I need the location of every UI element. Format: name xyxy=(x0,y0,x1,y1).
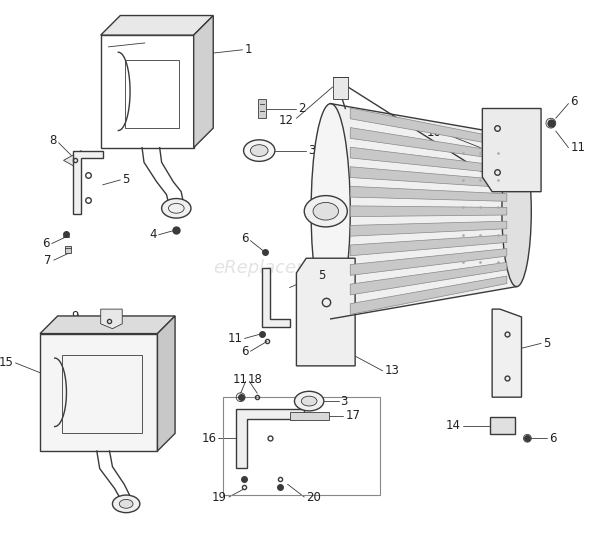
Text: 18: 18 xyxy=(247,373,263,386)
Ellipse shape xyxy=(502,136,531,287)
Polygon shape xyxy=(194,16,213,148)
Text: 8: 8 xyxy=(50,134,57,147)
Text: 6: 6 xyxy=(42,237,50,250)
Text: 14: 14 xyxy=(446,419,461,432)
Text: 4: 4 xyxy=(149,228,157,241)
Bar xyxy=(223,397,379,495)
Polygon shape xyxy=(350,147,507,174)
Polygon shape xyxy=(40,316,175,333)
Text: 6: 6 xyxy=(549,432,556,445)
Text: 7: 7 xyxy=(44,253,52,267)
Text: 2: 2 xyxy=(299,102,306,115)
Polygon shape xyxy=(490,417,514,434)
Text: 3: 3 xyxy=(340,395,348,408)
Ellipse shape xyxy=(250,144,268,156)
Text: 6: 6 xyxy=(241,345,248,358)
Text: 1: 1 xyxy=(245,43,252,56)
Polygon shape xyxy=(330,104,517,319)
Text: 3: 3 xyxy=(308,144,316,157)
Text: eReplacementParts: eReplacementParts xyxy=(214,259,389,277)
Ellipse shape xyxy=(313,202,339,220)
Text: 11: 11 xyxy=(228,332,242,345)
Polygon shape xyxy=(262,268,290,326)
Polygon shape xyxy=(350,206,507,216)
Text: 12: 12 xyxy=(278,114,293,127)
Text: 17: 17 xyxy=(345,409,360,422)
Ellipse shape xyxy=(311,104,350,319)
Text: 20: 20 xyxy=(306,490,321,504)
Polygon shape xyxy=(350,235,507,256)
Polygon shape xyxy=(350,221,507,236)
Polygon shape xyxy=(350,128,507,160)
Text: 19: 19 xyxy=(212,490,227,504)
Text: 13: 13 xyxy=(385,364,399,378)
Text: 6: 6 xyxy=(241,232,248,245)
Polygon shape xyxy=(483,108,541,192)
Bar xyxy=(101,35,194,148)
Bar xyxy=(258,99,266,118)
Text: 11: 11 xyxy=(232,373,247,386)
Text: 6: 6 xyxy=(571,95,578,108)
Text: 16: 16 xyxy=(201,432,216,445)
Polygon shape xyxy=(492,309,522,397)
Ellipse shape xyxy=(294,391,324,411)
Ellipse shape xyxy=(119,499,133,508)
Polygon shape xyxy=(101,16,213,35)
Text: 15: 15 xyxy=(0,357,14,369)
Bar xyxy=(333,77,348,99)
Ellipse shape xyxy=(244,140,275,161)
Polygon shape xyxy=(73,150,103,214)
Ellipse shape xyxy=(301,396,317,406)
Polygon shape xyxy=(350,262,507,295)
Bar xyxy=(290,412,329,420)
Ellipse shape xyxy=(304,195,348,227)
Text: 5: 5 xyxy=(122,173,130,186)
Ellipse shape xyxy=(162,199,191,218)
Text: 5: 5 xyxy=(543,337,550,350)
Text: 11: 11 xyxy=(571,141,585,154)
Polygon shape xyxy=(236,409,304,468)
Polygon shape xyxy=(296,258,355,366)
Text: 10: 10 xyxy=(427,127,441,140)
Bar xyxy=(61,355,142,433)
Polygon shape xyxy=(158,316,175,451)
Polygon shape xyxy=(350,249,507,275)
Polygon shape xyxy=(350,108,507,147)
Bar xyxy=(125,60,179,128)
Polygon shape xyxy=(350,166,507,187)
Polygon shape xyxy=(350,186,507,201)
Polygon shape xyxy=(64,150,81,170)
Bar xyxy=(65,245,71,253)
Bar xyxy=(40,333,158,451)
Ellipse shape xyxy=(113,495,140,513)
Polygon shape xyxy=(350,276,507,315)
Text: 5: 5 xyxy=(318,270,325,282)
Polygon shape xyxy=(101,309,122,329)
Text: 9: 9 xyxy=(71,310,79,323)
